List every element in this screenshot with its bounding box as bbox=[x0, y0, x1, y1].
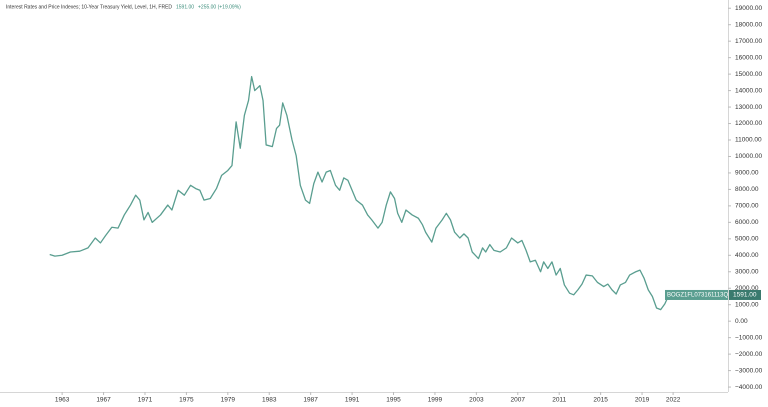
price-label: BOGZ1FL073161113Q 1591.00 bbox=[665, 289, 761, 300]
y-tick-label: 18000.00 bbox=[735, 21, 762, 28]
x-tick-label: 2003 bbox=[469, 397, 484, 404]
x-tick-label: 2022 bbox=[666, 397, 681, 404]
x-tick-label: 2007 bbox=[511, 397, 526, 404]
price-label-value: 1591.00 bbox=[733, 292, 757, 299]
y-tick-label: 11000.00 bbox=[735, 137, 762, 144]
series-name: BOGZ1FL073161113Q bbox=[667, 293, 728, 299]
y-tick-label: 15000.00 bbox=[735, 71, 762, 78]
change: +255.00 (+19.09%) bbox=[198, 4, 241, 10]
y-tick-label: −1000.00 bbox=[735, 334, 763, 341]
x-tick-label: 1963 bbox=[55, 397, 70, 404]
x-tick-label: 1987 bbox=[303, 397, 318, 404]
y-tick-label: 0.00 bbox=[735, 318, 748, 325]
y-tick-label: 14000.00 bbox=[735, 87, 762, 94]
price-label-name-box bbox=[665, 289, 728, 300]
line bbox=[49, 75, 672, 311]
y-tick-label: 7000.00 bbox=[735, 203, 759, 210]
x-tick-label: 2015 bbox=[593, 397, 608, 404]
y-tick-label: 13000.00 bbox=[735, 104, 762, 111]
x-tick-label: 1995 bbox=[386, 397, 401, 404]
y-tick-label: 1000.00 bbox=[735, 301, 759, 308]
y-tick-label: 12000.00 bbox=[735, 120, 762, 127]
x-tick-label: 1979 bbox=[221, 397, 236, 404]
y-tick-label: −4000.00 bbox=[735, 384, 763, 391]
y-tick-label: 10000.00 bbox=[735, 153, 762, 160]
x-tick-label: 1975 bbox=[179, 397, 194, 404]
y-tick-label: 3000.00 bbox=[735, 268, 759, 275]
y-tick-label: 19000.00 bbox=[735, 5, 762, 12]
x-tick-label: 2019 bbox=[635, 397, 650, 404]
price-label-box bbox=[729, 289, 761, 300]
y-tick-label: 2000.00 bbox=[735, 285, 759, 292]
x-tick-label: 1967 bbox=[96, 397, 111, 404]
y-tick-label: 16000.00 bbox=[735, 54, 762, 61]
y-tick-label: −3000.00 bbox=[735, 367, 763, 374]
y-tick-label: 5000.00 bbox=[735, 236, 759, 243]
y-tick-label: 4000.00 bbox=[735, 252, 759, 259]
y-tick-label: 8000.00 bbox=[735, 186, 759, 193]
y-tick-label: 6000.00 bbox=[735, 219, 759, 226]
x-tick-label: 1971 bbox=[138, 397, 153, 404]
x-tick-label: 1999 bbox=[428, 397, 443, 404]
y-tick-label: 17000.00 bbox=[735, 38, 762, 45]
x-tick-label: 2011 bbox=[552, 397, 566, 404]
last-value: 1591.00 bbox=[176, 4, 194, 10]
y-tick-label: 9000.00 bbox=[735, 170, 759, 177]
x-tick-label: 1991 bbox=[345, 397, 360, 404]
x-tick-label: 1983 bbox=[262, 397, 277, 404]
y-tick-label: −2000.00 bbox=[735, 351, 763, 358]
chart-title: Interest Rates and Price Indexes; 10-Yea… bbox=[6, 4, 172, 10]
